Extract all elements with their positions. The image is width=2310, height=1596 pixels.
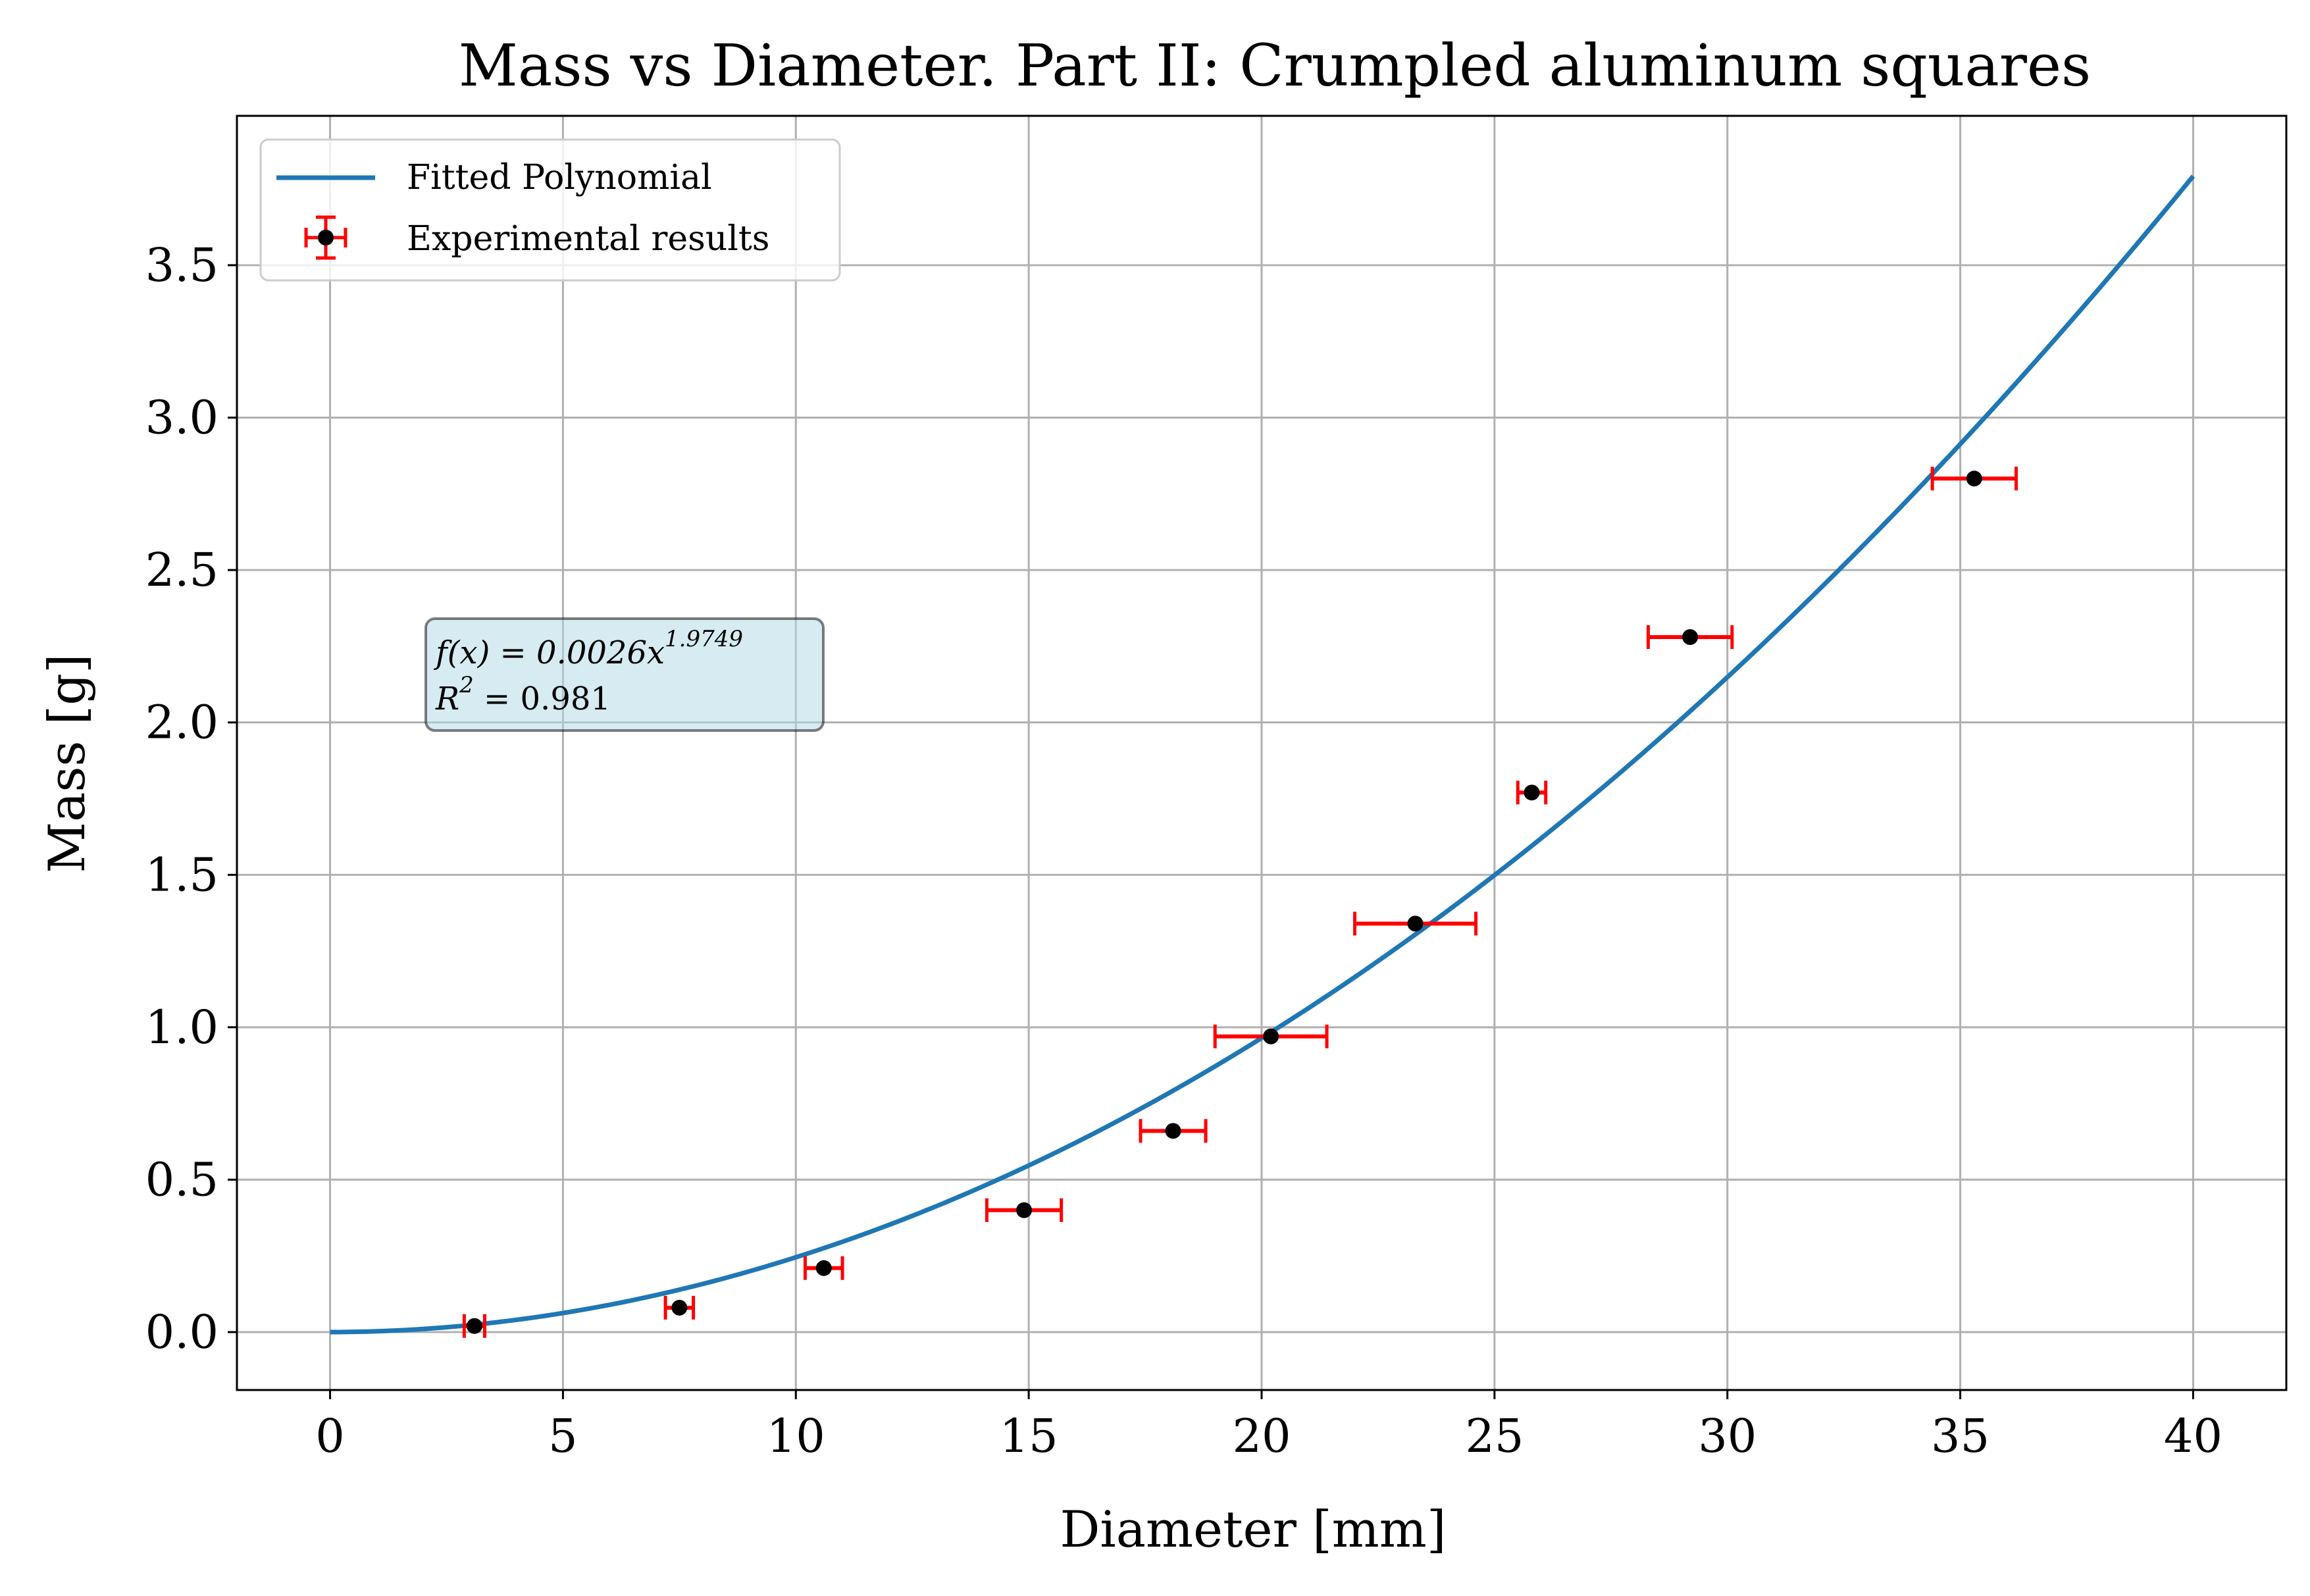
legend-entry-experimental-results: Experimental results — [407, 219, 769, 259]
data-marker — [1407, 915, 1424, 932]
x-tick-label: 35 — [1931, 1409, 1989, 1463]
data-point — [1353, 912, 1478, 936]
r-squared-exponent: 2 — [459, 672, 474, 698]
grid — [237, 116, 2286, 1390]
data-point — [1213, 1024, 1329, 1048]
data-marker — [466, 1318, 482, 1334]
data-marker — [1524, 785, 1540, 801]
x-tick-label: 30 — [1698, 1409, 1757, 1463]
data-marker — [1263, 1028, 1279, 1044]
data-point — [803, 1256, 844, 1280]
x-tick-label: 15 — [1000, 1409, 1058, 1463]
r-squared-base: R — [435, 681, 459, 717]
legend: Fitted Polynomial Experimental results — [259, 138, 841, 282]
y-tick-label: 0.0 — [145, 1305, 218, 1359]
y-tick-label: 2.5 — [145, 543, 218, 597]
x-tick-label: 5 — [548, 1409, 578, 1463]
fit-equation-base: f(x) = 0.0026x — [434, 634, 665, 671]
legend-errorbar-swatch — [304, 215, 347, 260]
y-tick-label: 1.5 — [145, 848, 218, 902]
data-point — [1516, 781, 1548, 805]
y-tick-label: 1.0 — [145, 1000, 218, 1054]
data-point — [1139, 1119, 1208, 1143]
legend-box — [259, 138, 841, 282]
chart-title: Mass vs Diameter. Part II: Crumpled alum… — [459, 32, 2091, 99]
y-tick-label: 3.0 — [145, 391, 218, 445]
x-tick-label: 25 — [1465, 1409, 1524, 1463]
x-axis-label: Diameter [mm] — [1060, 1500, 1446, 1558]
legend-marker — [318, 230, 334, 245]
data-point — [663, 1295, 696, 1320]
fit-annotation-box — [424, 617, 825, 732]
data-point — [985, 1198, 1064, 1222]
data-marker — [1966, 471, 1982, 487]
data-marker — [671, 1299, 688, 1316]
y-tick-label: 2.0 — [145, 696, 218, 750]
y-tick-label: 0.5 — [145, 1152, 218, 1206]
r-squared-value: = 0.981 — [474, 681, 611, 717]
data-point — [1930, 467, 2018, 491]
ticks: 0 5 10 15 20 25 30 35 40 0.0 0.5 1.0 1.5 2.0 2.5 3.0 3.5 — [145, 238, 2222, 1463]
data-marker — [1165, 1123, 1181, 1139]
y-axis-label: Mass [g] — [38, 654, 96, 873]
data-marker — [1682, 629, 1699, 645]
x-tick-label: 40 — [2164, 1409, 2222, 1463]
plot-area — [330, 174, 2195, 1338]
x-tick-label: 20 — [1232, 1409, 1291, 1463]
fit-equation-exponent: 1.9749 — [665, 626, 743, 652]
data-point — [1646, 625, 1734, 649]
legend-entry-fitted-polynomial: Fitted Polynomial — [407, 158, 712, 197]
fit-equation: f(x) = 0.0026x1.9749 — [434, 626, 743, 671]
y-tick-label: 3.5 — [145, 238, 218, 292]
fit-annotation: f(x) = 0.0026x1.9749 R2 = 0.981 — [424, 617, 825, 732]
data-marker — [1016, 1202, 1033, 1218]
data-point — [462, 1314, 487, 1338]
x-tick-label: 10 — [767, 1409, 825, 1463]
data-marker — [815, 1260, 832, 1276]
fit-r-squared: R2 = 0.981 — [435, 672, 611, 717]
x-tick-label: 0 — [315, 1409, 345, 1463]
